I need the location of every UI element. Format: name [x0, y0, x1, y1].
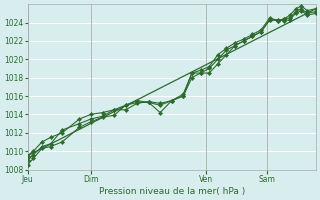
X-axis label: Pression niveau de la mer( hPa ): Pression niveau de la mer( hPa )	[99, 187, 245, 196]
